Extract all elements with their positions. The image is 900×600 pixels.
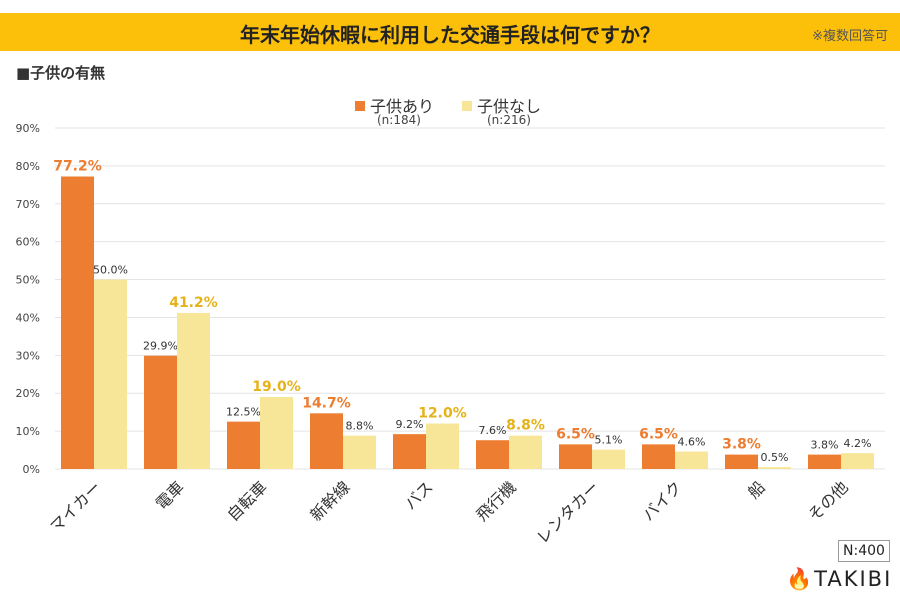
subtitle: ■子供の有無 [16,64,106,82]
data-label: 14.7% [302,395,351,411]
bar [94,279,127,469]
data-label: 3.8% [722,437,761,453]
data-label: 5.1% [595,434,623,447]
bar [509,435,542,469]
legend-swatch [462,101,472,111]
legend-label: 子供なし [477,97,542,116]
bar [426,423,459,469]
bar [559,444,592,469]
data-label: 9.2% [396,418,424,431]
multiple-answer-note: ※複数回答可 [812,29,888,44]
data-label: 0.5% [761,451,789,464]
x-tick-label: その他 [804,477,851,524]
bar [841,453,874,469]
bar [675,451,708,469]
takibi-logo: 🔥TAKIBI [786,567,892,592]
data-label: 7.6% [479,424,507,437]
bar [642,444,675,469]
flame-icon: 🔥 [786,567,815,591]
y-tick-label: 0% [23,463,40,476]
bar [808,454,841,469]
x-tick-label: 自転車 [223,477,270,524]
data-label: 6.5% [556,426,595,442]
y-tick-label: 90% [16,122,40,135]
x-tick-label: 船 [744,477,769,502]
data-label: 77.2% [53,158,102,174]
bar [393,434,426,469]
y-tick-label: 70% [16,198,40,211]
y-tick-label: 10% [16,425,40,438]
data-label: 4.2% [844,437,872,450]
bar [177,312,210,469]
y-tick-label: 20% [16,387,40,400]
legend-item-without-children: 子供なし (n:216) [462,93,542,127]
chart-title: 年末年始休暇に利用した交通手段は何ですか？ [240,23,660,47]
data-label: 8.8% [506,418,545,434]
bar [227,421,260,469]
bar [260,397,293,469]
y-tick-label: 30% [16,349,40,362]
data-label: 12.5% [226,406,261,419]
sample-size: N:400 [838,540,890,562]
title-banner: 年末年始休暇に利用した交通手段は何ですか？ ※複数回答可 [0,13,900,51]
bar [343,435,376,469]
x-tick-label: レンタカー [533,477,603,547]
bar [61,176,94,469]
x-tick-label: 電車 [152,477,188,513]
y-tick-label: 50% [16,274,40,287]
data-label: 41.2% [169,295,218,311]
bar [725,454,758,469]
data-label: 12.0% [418,406,467,422]
legend-label: 子供あり [370,97,435,116]
x-tick-label: 飛行機 [472,477,519,524]
bar [592,449,625,469]
y-tick-label: 60% [16,236,40,249]
x-tick-label: バス [401,477,437,513]
data-label: 4.6% [678,436,706,449]
data-label: 19.0% [252,379,301,395]
legend-item-with-children: 子供あり (n:184) [355,93,435,127]
legend-swatch [355,101,365,111]
bar [144,355,177,469]
bar [310,413,343,469]
data-label: 29.9% [143,340,178,353]
y-tick-label: 80% [16,160,40,173]
y-tick-label: 40% [16,311,40,324]
x-tick-label: 新幹線 [306,477,353,524]
bar [758,467,791,469]
legend-n: (n:184) [377,113,421,127]
legend-n: (n:216) [487,113,531,127]
x-tick-label: マイカー [46,477,105,536]
data-label: 3.8% [811,439,839,452]
logo-text: TAKIBI [814,567,893,591]
bar [476,440,509,469]
x-tick-label: バイク [639,477,686,524]
data-label: 8.8% [346,420,374,433]
data-label: 50.0% [93,264,128,277]
data-label: 6.5% [639,426,678,442]
